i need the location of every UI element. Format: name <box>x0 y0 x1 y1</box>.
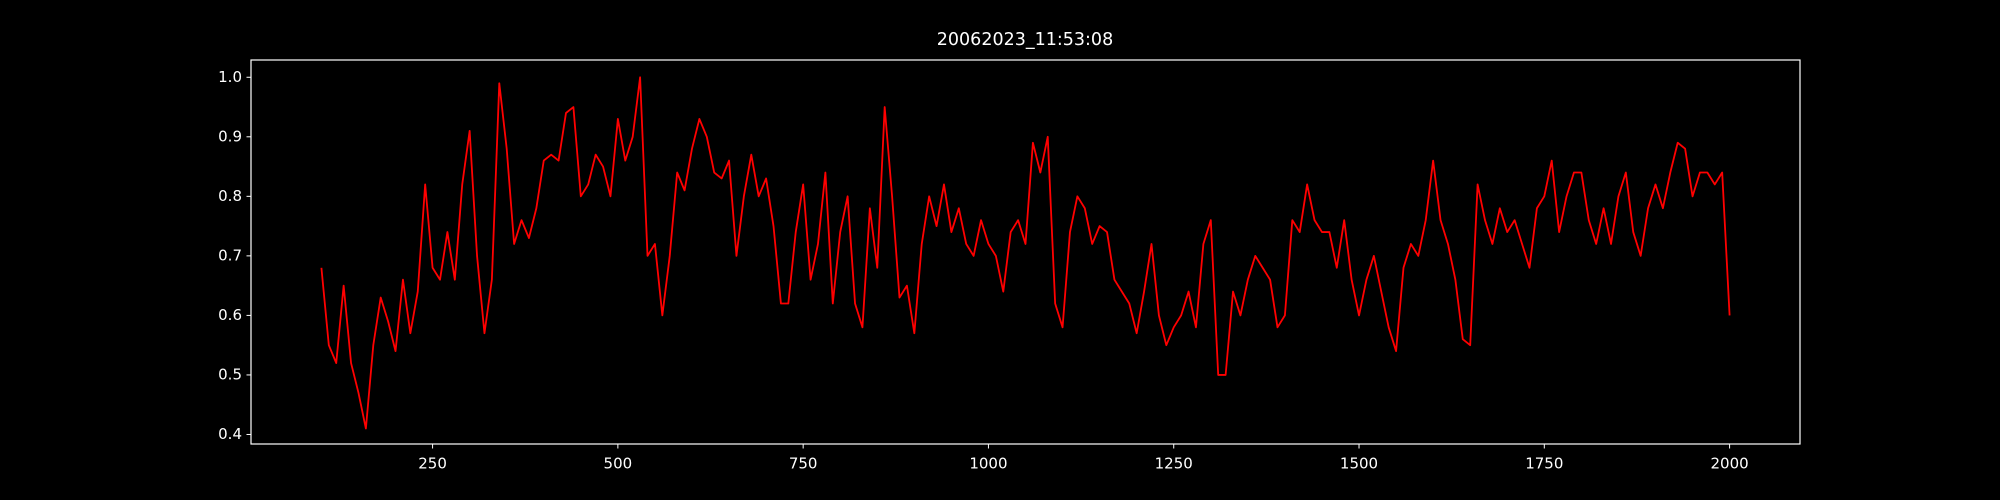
x-tick-label: 750 <box>789 455 818 473</box>
y-tick-label: 1.0 <box>218 68 242 86</box>
y-tick-label: 0.5 <box>218 365 242 383</box>
y-tick-label: 0.8 <box>218 187 242 205</box>
y-tick-label: 0.7 <box>218 246 242 264</box>
x-tick-label: 1750 <box>1525 455 1563 473</box>
y-tick-label: 0.9 <box>218 127 242 145</box>
data-line <box>320 76 1731 430</box>
x-tick-label: 1250 <box>1155 455 1193 473</box>
y-tick-label: 0.6 <box>218 306 242 324</box>
x-tick-label: 250 <box>418 455 447 473</box>
x-tick-label: 500 <box>604 455 633 473</box>
y-tick-label: 0.4 <box>218 425 242 443</box>
x-tick-label: 1000 <box>969 455 1007 473</box>
plot-frame <box>250 59 1801 445</box>
chart-title: 20062023_11:53:08 <box>937 30 1113 50</box>
x-tick-label: 2000 <box>1710 455 1748 473</box>
x-tick-label: 1500 <box>1340 455 1378 473</box>
